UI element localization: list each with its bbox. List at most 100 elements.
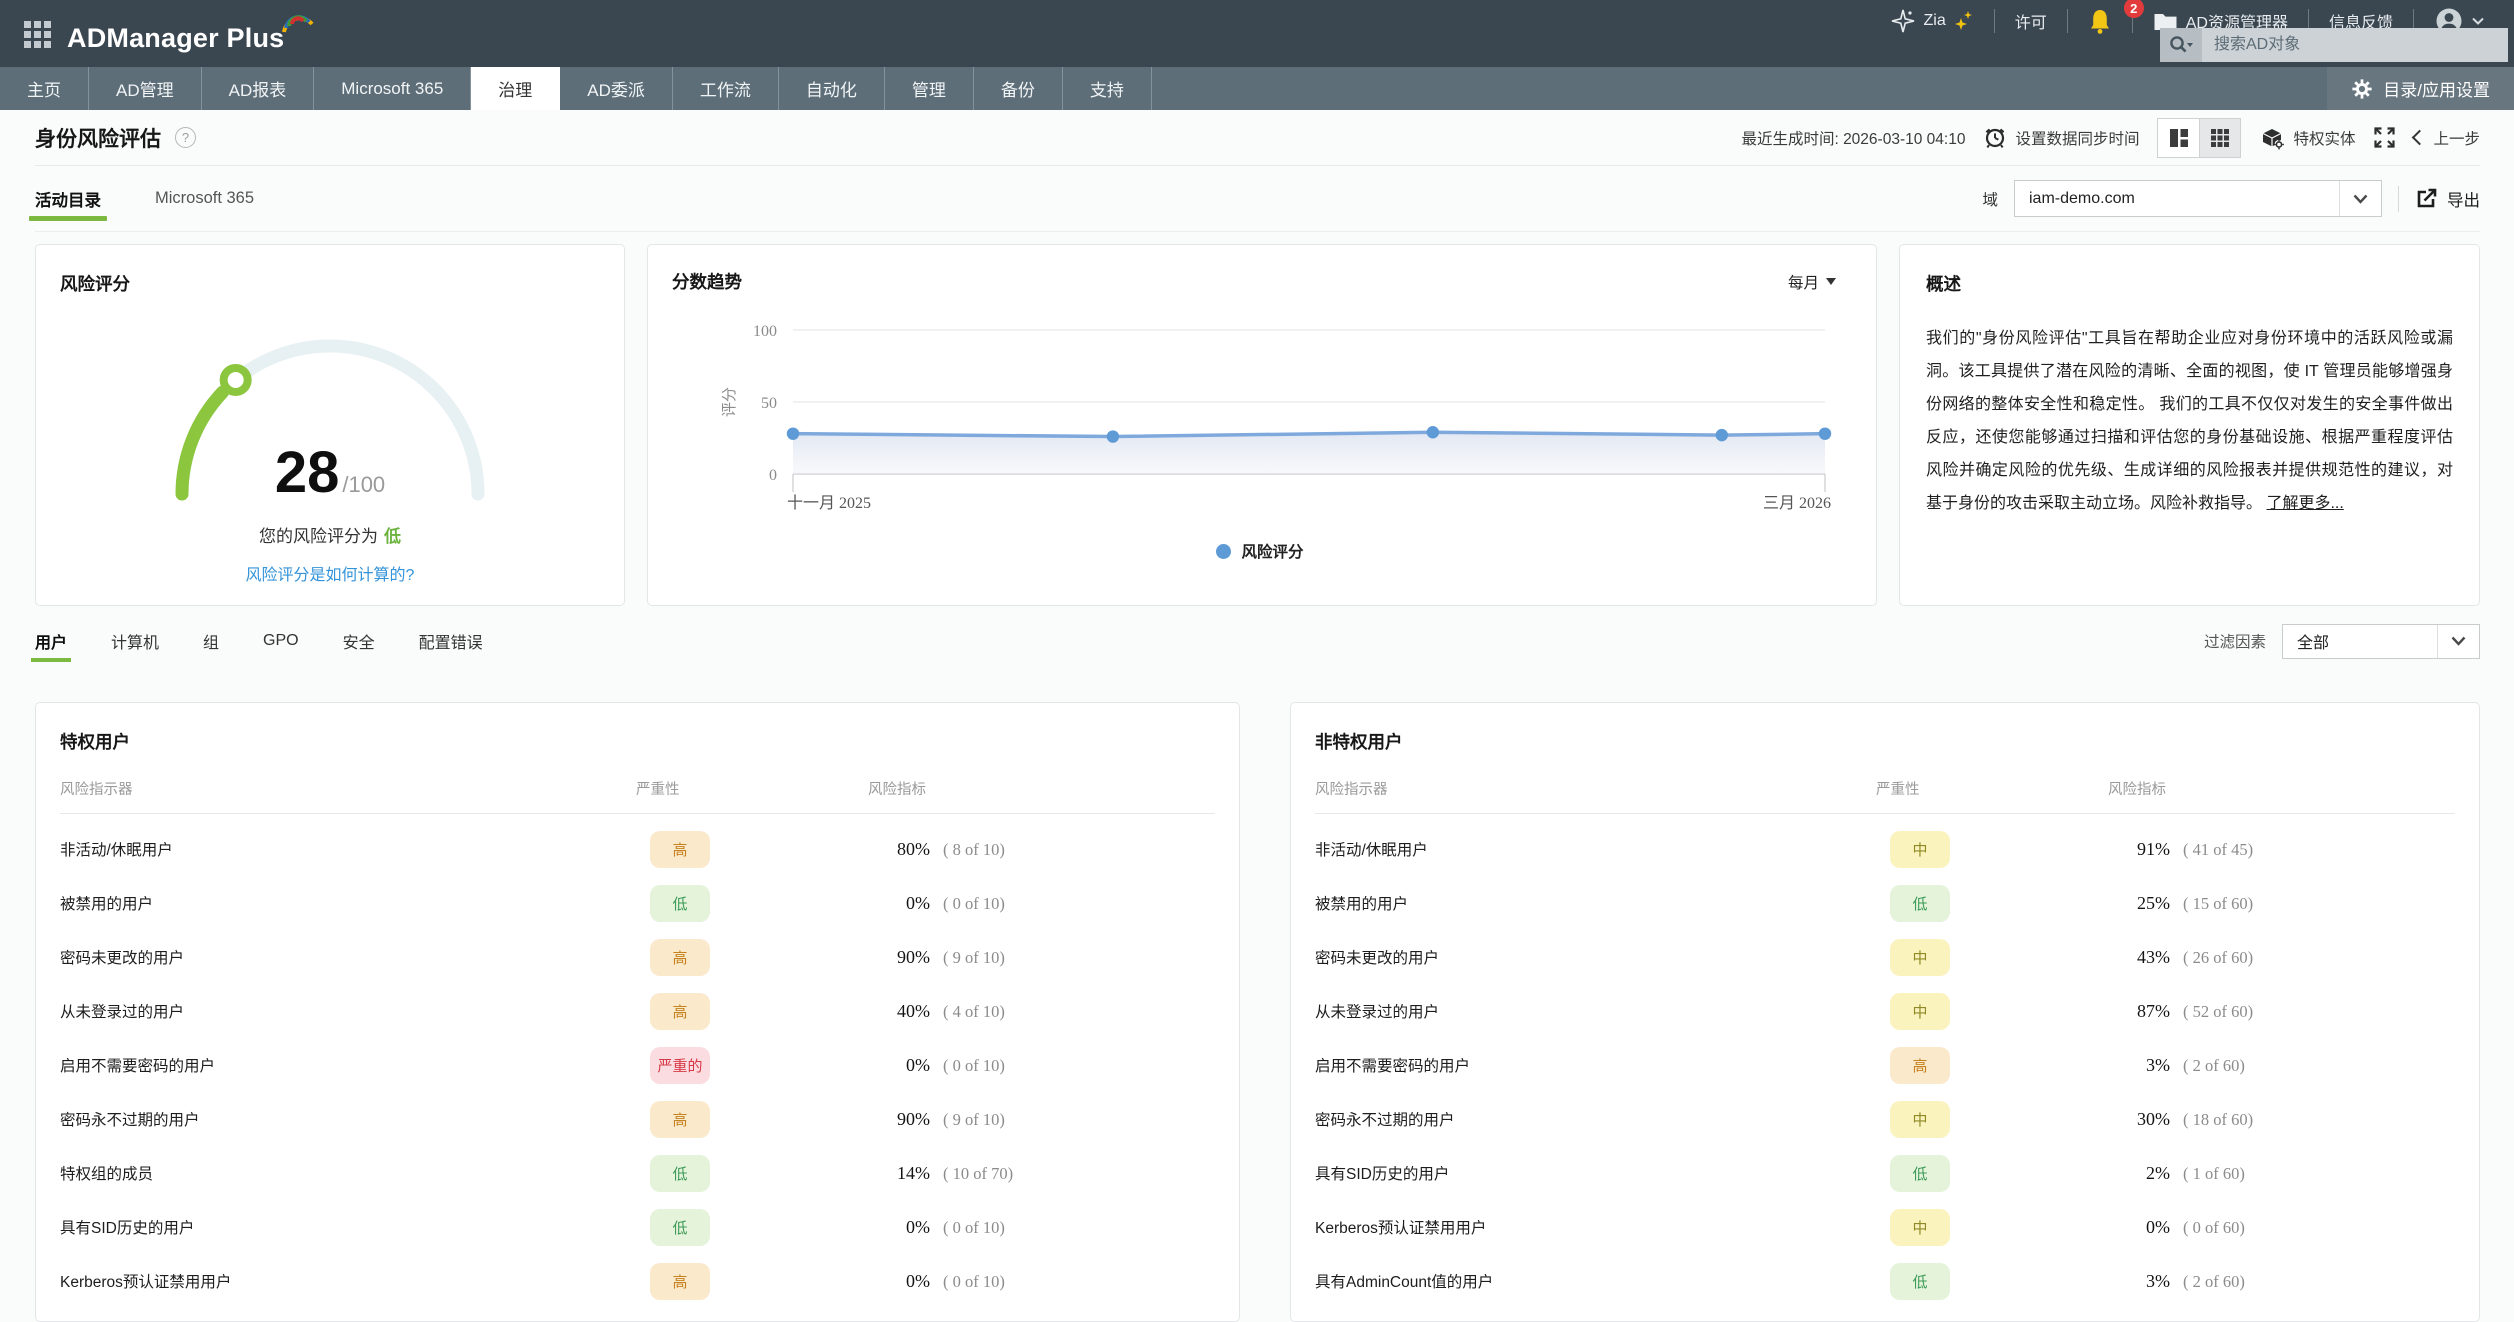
risk-indicator-name[interactable]: 密码永不过期的用户 <box>60 1112 200 1129</box>
nav-tab[interactable]: 治理 <box>471 67 561 110</box>
filter-factor-select[interactable]: 全部 <box>2282 623 2480 659</box>
table-row[interactable]: 密码未更改的用户 高 90% ( 9 of 10) <box>60 930 1215 984</box>
category-tab[interactable]: 计算机 <box>111 635 160 652</box>
svg-text:十一月 2025: 十一月 2025 <box>787 494 871 512</box>
zia-button[interactable]: Zia <box>1870 6 1994 36</box>
module-tab[interactable]: 活动目录 <box>29 166 107 231</box>
last-generated-time: 最近生成时间: 2026-03-10 04:10 <box>1741 130 1966 148</box>
search-input[interactable] <box>2202 28 2508 62</box>
nav-tab[interactable]: 备份 <box>974 67 1063 110</box>
divider <box>2131 9 2133 33</box>
search-box <box>2160 28 2508 62</box>
risk-indicator-name[interactable]: 特权组的成员 <box>60 1166 154 1183</box>
table-row[interactable]: 启用不需要密码的用户 高 3% ( 2 of 60) <box>1315 1038 2455 1092</box>
category-tab[interactable]: 用户 <box>30 616 72 666</box>
table-row[interactable]: 被禁用的用户 低 25% ( 15 of 60) <box>1315 876 2455 930</box>
risk-indicator-name[interactable]: 非活动/休眠用户 <box>1315 842 1428 859</box>
page-header: 身份风险评估 ? 最近生成时间: 2026-03-10 04:10 <box>35 110 2480 166</box>
column-header: 严重性 <box>636 782 680 798</box>
folder-icon <box>2153 11 2178 32</box>
nav-tab[interactable]: Microsoft 365 <box>314 67 472 110</box>
category-tab[interactable]: GPO <box>263 632 299 649</box>
app-launcher-icon[interactable] <box>24 20 51 48</box>
notification-count-badge: 2 <box>2123 0 2144 18</box>
nav-tab[interactable]: 工作流 <box>673 67 779 110</box>
risk-indicator-name[interactable]: 启用不需要密码的用户 <box>1315 1058 1471 1075</box>
module-tab[interactable]: Microsoft 365 <box>155 189 255 207</box>
table-row[interactable]: Kerberos预认证禁用用户高 0%( 0 of 10) <box>60 1254 1215 1308</box>
table-row[interactable]: Kerberos预认证禁用用户 中 0% ( 0 of 60) <box>1315 1200 2455 1254</box>
nav-tab[interactable]: AD委派 <box>560 67 673 110</box>
notifications-button[interactable]: 2 <box>2068 0 2144 36</box>
set-sync-time-button[interactable]: 设置数据同步时间 <box>1983 125 2139 150</box>
table-row[interactable]: 启用不需要密码的用户 严重的 0% ( 0 of 10) <box>60 1038 1215 1092</box>
table-row[interactable]: 从未登录过的用户 中 87% ( 52 of 60) <box>1315 984 2455 1038</box>
interval-dropdown[interactable]: 每月 <box>1788 271 1836 293</box>
svg-text:0: 0 <box>769 467 777 484</box>
grid-layout-icon[interactable] <box>2199 118 2241 157</box>
risk-indicator-name[interactable]: 被禁用的用户 <box>60 896 154 913</box>
risk-indicator-name[interactable]: 具有AdminCount值的用户 <box>1315 1274 1494 1291</box>
risk-indicator-name[interactable]: 从未登录过的用户 <box>1315 1004 1440 1021</box>
table-row[interactable]: 从未登录过的用户 高 40% ( 4 of 10) <box>60 984 1215 1038</box>
risk-score-value: 28 <box>274 440 340 505</box>
risk-indicator-name[interactable]: Kerberos预认证禁用用户 <box>60 1274 232 1291</box>
nav-tab[interactable]: AD报表 <box>202 67 315 110</box>
severity-badge: 中 <box>1890 1208 1950 1246</box>
severity-badge: 低 <box>650 884 710 922</box>
help-icon[interactable]: ? <box>175 127 196 148</box>
risk-indicator-name[interactable]: 具有SID历史的用户 <box>1315 1166 1450 1183</box>
fullscreen-button[interactable] <box>2373 126 2396 149</box>
table-row[interactable]: 密码未更改的用户 中 43% ( 26 of 60) <box>1315 930 2455 984</box>
risk-indicator-name[interactable]: 非活动/休眠用户 <box>60 842 173 859</box>
table-row[interactable]: 特权组的成员 低 14% ( 10 of 70) <box>60 1146 1215 1200</box>
nav-tab[interactable]: 管理 <box>885 67 974 110</box>
search-scope-icon[interactable] <box>2160 28 2202 62</box>
risk-indicator-name[interactable]: 被禁用的用户 <box>1315 896 1409 913</box>
export-button[interactable]: 导出 <box>2415 187 2480 211</box>
risk-metric-count: ( 0 of 10) <box>943 893 1005 913</box>
how-score-calculated-link[interactable]: 风险评分是如何计算的? <box>245 567 415 584</box>
nav-tab[interactable]: 主页 <box>0 67 89 110</box>
feedback-button[interactable]: 信息反馈 <box>2328 15 2393 32</box>
risk-indicator-name[interactable]: Kerberos预认证禁用用户 <box>1315 1220 1487 1237</box>
table-row[interactable]: 密码永不过期的用户 高 90% ( 9 of 10) <box>60 1092 1215 1146</box>
directory-app-settings-button[interactable]: 目录/应用设置 <box>2327 67 2514 110</box>
risk-indicator-name[interactable]: 启用不需要密码的用户 <box>60 1058 216 1075</box>
table-row[interactable]: 被禁用的用户 低 0% ( 0 of 10) <box>60 876 1215 930</box>
dashboard-layout-icon[interactable] <box>2158 119 2199 157</box>
risk-indicator-name[interactable]: 具有SID历史的用户 <box>60 1220 195 1237</box>
risk-metric-percent: 25% <box>2137 892 2170 913</box>
ad-explorer-button[interactable]: AD资源管理器 <box>2133 6 2308 36</box>
privileged-entities-button[interactable]: 特权实体 <box>2259 125 2355 151</box>
risk-indicator-name[interactable]: 密码永不过期的用户 <box>1315 1112 1455 1129</box>
table-row[interactable]: 密码永不过期的用户 中 30% ( 18 of 60) <box>1315 1092 2455 1146</box>
score-trend-card: 分数趋势 每月 100 50 0 评分 十一月 2025 三月 2026 风险评分 <box>647 244 1877 606</box>
table-row[interactable]: 非活动/休眠用户 高 80% ( 8 of 10) <box>60 822 1215 876</box>
non-privileged-users-title: 非特权用户 <box>1315 732 1403 752</box>
category-filter-row: 用户 计算机 组 GPO 安全 配置错误 过滤因素 全部 <box>30 616 2480 666</box>
table-row[interactable]: 具有SID历史的用户 低 0% ( 0 of 10) <box>60 1200 1215 1254</box>
risk-indicator-name[interactable]: 密码未更改的用户 <box>1315 950 1440 967</box>
category-tab[interactable]: 安全 <box>342 635 375 652</box>
license-button[interactable]: 许可 <box>2014 15 2047 32</box>
nav-tab[interactable]: 支持 <box>1063 67 1152 110</box>
risk-indicator-name[interactable]: 密码未更改的用户 <box>60 950 185 967</box>
severity-badge: 低 <box>1890 884 1950 922</box>
app-logo[interactable]: ADManager Plus <box>67 14 324 54</box>
chevron-down-icon <box>2472 17 2484 25</box>
learn-more-link[interactable]: 了解更多... <box>2266 495 2344 512</box>
bell-icon <box>2088 8 2112 35</box>
risk-indicator-name[interactable]: 从未登录过的用户 <box>60 1004 185 1021</box>
back-button[interactable]: 上一步 <box>2412 127 2480 149</box>
risk-metric-percent: 0% <box>2146 1216 2170 1237</box>
column-header: 风险指标 <box>868 782 926 798</box>
nav-tab[interactable]: AD管理 <box>89 67 202 110</box>
table-row[interactable]: 非活动/休眠用户 中 91% ( 41 of 45) <box>1315 822 2455 876</box>
category-tab[interactable]: 配置错误 <box>418 635 483 652</box>
nav-tab[interactable]: 自动化 <box>779 67 885 110</box>
table-row[interactable]: 具有AdminCount值的用户低 3%( 2 of 60) <box>1315 1254 2455 1308</box>
domain-select[interactable]: iam-demo.com <box>2014 180 2382 217</box>
category-tab[interactable]: 组 <box>203 635 220 652</box>
table-row[interactable]: 具有SID历史的用户 低 2% ( 1 of 60) <box>1315 1146 2455 1200</box>
